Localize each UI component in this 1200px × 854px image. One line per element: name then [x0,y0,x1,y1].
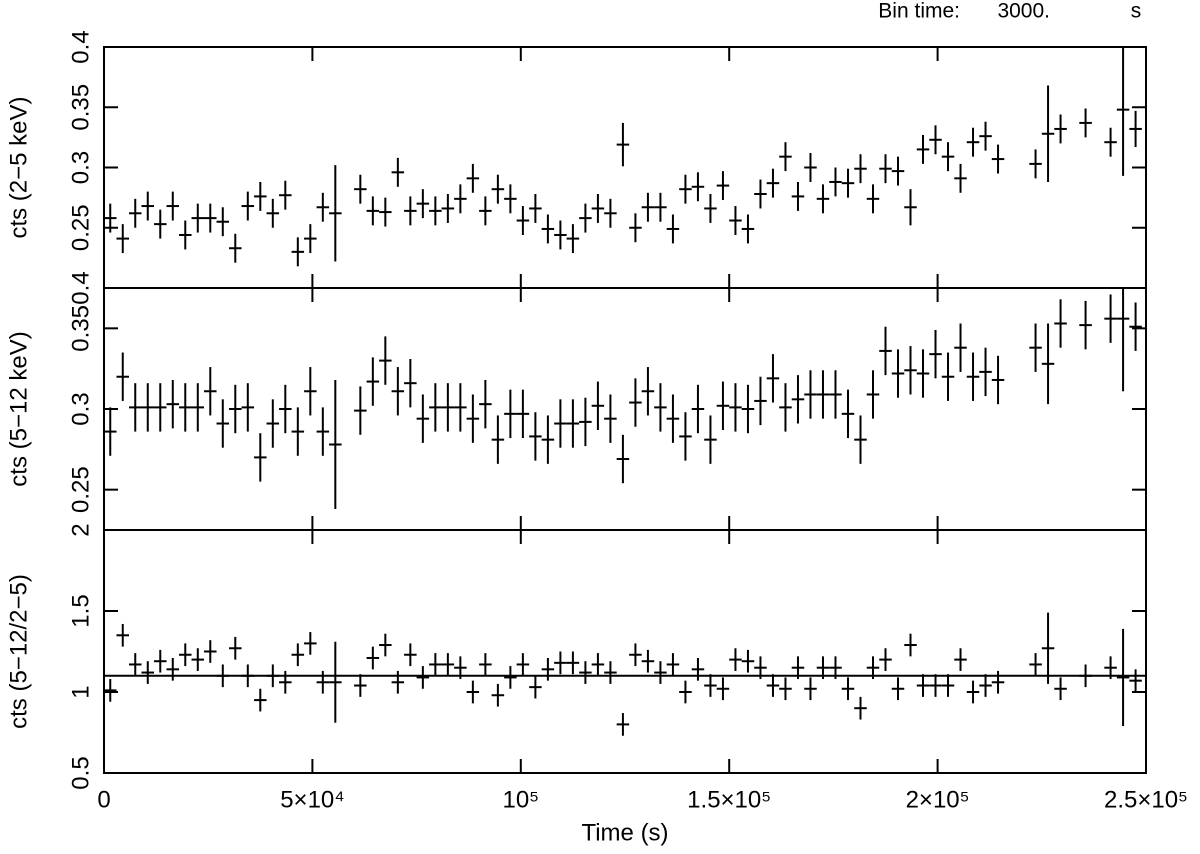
panel-frame [103,287,1147,531]
bin-time-unit: s [1131,0,1142,23]
x-tick-label: 2×10⁵ [906,786,970,813]
y-tick-label: 0.3 [67,151,94,184]
panel-frame [103,46,1147,289]
y-tick-label: 0.3 [67,392,94,425]
y-tick-label: 0.25 [67,466,94,513]
bin-time-value: 3000. [997,0,1050,23]
x-tick-label: 1.5×10⁵ [687,786,771,813]
y-axis-label: cts (2−5 keV) [5,96,32,238]
y-tick-label: 0.4 [67,271,94,304]
x-tick-label: 5×10⁴ [280,786,344,813]
y-axis-label: cts (5−12 keV) [5,331,32,486]
y-axis-label: cts (5−12/2−5) [5,574,32,729]
x-tick-label: 2.5×10⁵ [1104,786,1188,813]
y-tick-label: 0.35 [67,84,94,131]
x-tick-label: 0 [97,786,110,813]
y-tick-label: 0.4 [67,30,94,63]
panel-frame [103,529,1147,774]
plot-area [104,612,1146,736]
y-tick-label: 0.35 [67,305,94,352]
y-tick-label: 1.5 [67,594,94,627]
y-tick-label: 0.25 [67,204,94,251]
y-tick-label: 1 [67,685,94,698]
x-tick-label: 10⁵ [502,786,539,813]
y-tick-label: 2 [67,523,94,536]
plot-area [104,47,1142,267]
x-axis-label: Time (s) [581,819,668,846]
plot-area [104,288,1142,510]
bin-time-label: Bin time: [878,0,960,23]
y-tick-label: 0.5 [67,756,94,789]
